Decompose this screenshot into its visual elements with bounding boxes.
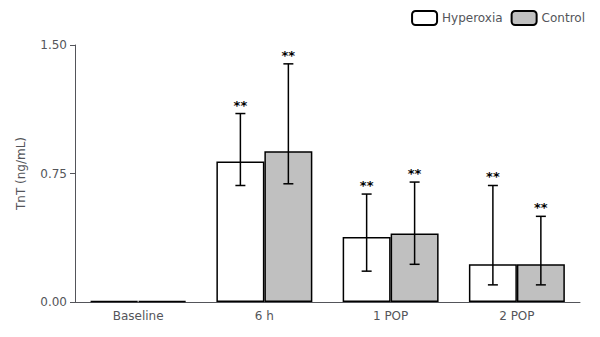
svg-text:**: **: [282, 48, 296, 63]
svg-text:**: **: [408, 166, 422, 181]
svg-text:**: **: [486, 169, 500, 184]
svg-text:**: **: [234, 98, 248, 113]
svg-text:2 POP: 2 POP: [499, 309, 534, 323]
svg-text:**: **: [360, 178, 374, 193]
svg-text:1.50: 1.50: [40, 38, 67, 52]
svg-text:1 POP: 1 POP: [373, 309, 408, 323]
svg-text:Hyperoxia: Hyperoxia: [442, 11, 503, 25]
svg-text:Baseline: Baseline: [113, 309, 164, 323]
svg-text:**: **: [534, 200, 548, 215]
svg-text:0.00: 0.00: [40, 295, 67, 309]
svg-text:Control: Control: [542, 11, 585, 25]
svg-text:6 h: 6 h: [255, 309, 274, 323]
svg-text:0.75: 0.75: [40, 167, 67, 181]
svg-text:TnT (ng/mL): TnT (ng/mL): [14, 137, 28, 211]
